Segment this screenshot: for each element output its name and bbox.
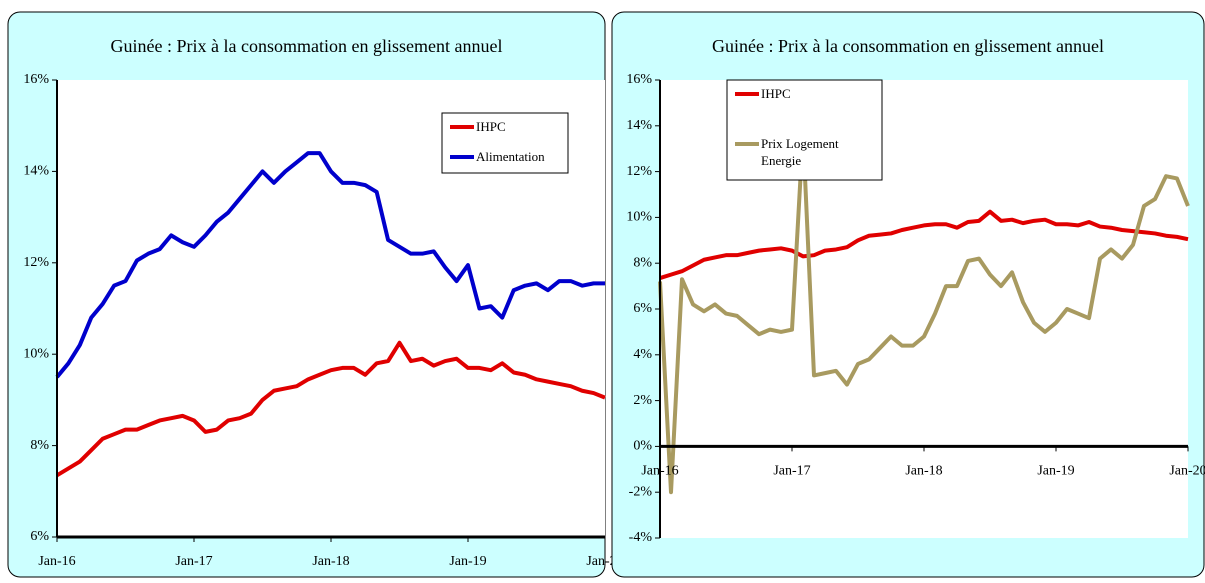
y-tick-label: -2% xyxy=(629,484,653,499)
chart-title: Guinée : Prix à la consommation en gliss… xyxy=(111,36,503,56)
line-series xyxy=(55,340,606,478)
legend-label: IHPC xyxy=(761,86,791,101)
y-tick-label: 8% xyxy=(633,255,652,270)
x-tick-label: Jan-16 xyxy=(38,554,75,569)
legend-label: Alimentation xyxy=(476,149,545,164)
x-tick-label: Jan-20 xyxy=(1169,464,1205,479)
y-tick-label: 8% xyxy=(30,438,49,453)
y-tick-label: 16% xyxy=(23,72,49,87)
legend-item: Alimentation xyxy=(476,149,545,164)
legend-label: IHPC xyxy=(476,119,506,134)
x-tick-label: Jan-18 xyxy=(905,464,942,479)
y-tick-label: 14% xyxy=(626,118,652,133)
x-tick-label: Jan-19 xyxy=(1037,464,1074,479)
line-series xyxy=(659,209,1189,280)
x-tick-label: Jan-17 xyxy=(175,554,212,569)
y-tick-label: 6% xyxy=(633,301,652,316)
line-series xyxy=(55,151,605,379)
y-tick-label: 4% xyxy=(633,347,652,362)
y-tick-label: 14% xyxy=(23,164,49,179)
x-tick-label: Jan-17 xyxy=(773,464,810,479)
legend-item: IHPC xyxy=(761,86,791,101)
y-tick-label: 10% xyxy=(23,346,49,361)
chart-title: Guinée : Prix à la consommation en gliss… xyxy=(712,36,1104,56)
x-tick-label: Jan-19 xyxy=(449,554,486,569)
legend-item: IHPC xyxy=(476,119,506,134)
legend-box xyxy=(726,79,883,181)
y-tick-label: 10% xyxy=(626,210,652,225)
y-tick-label: -4% xyxy=(629,530,653,545)
y-tick-label: 6% xyxy=(30,529,49,544)
y-tick-label: 12% xyxy=(23,255,49,270)
x-tick-label: Jan-18 xyxy=(312,554,349,569)
y-tick-label: 12% xyxy=(626,164,652,179)
y-tick-label: 0% xyxy=(633,439,652,454)
y-tick-label: 16% xyxy=(626,72,652,87)
line-series xyxy=(658,130,1190,495)
x-tick-label: Jan-16 xyxy=(641,464,678,479)
legend-box xyxy=(441,112,569,174)
legend-item: Prix Logement Energie xyxy=(761,136,839,168)
y-tick-label: 2% xyxy=(633,393,652,408)
legend-label: Prix Logement Energie xyxy=(761,136,839,168)
